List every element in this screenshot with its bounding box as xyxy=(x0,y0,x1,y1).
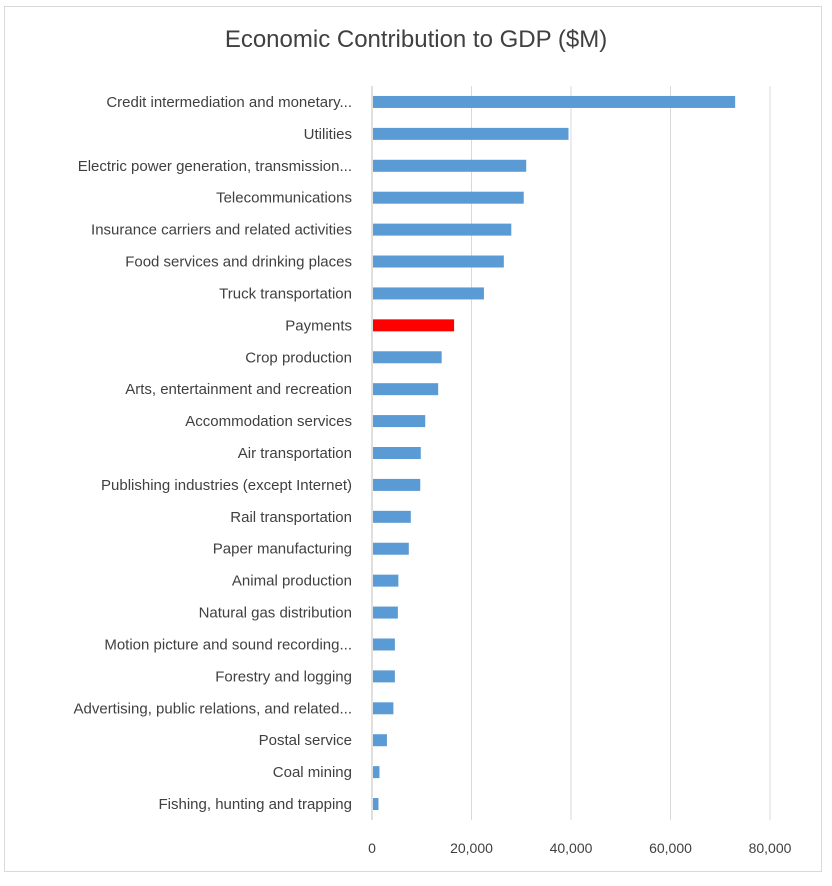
bar xyxy=(373,255,504,268)
x-tick-label: 20,000 xyxy=(450,840,493,856)
category-label: Credit intermediation and monetary... xyxy=(106,94,352,111)
bar xyxy=(373,510,411,523)
category-label: Accommodation services xyxy=(185,413,352,430)
bar xyxy=(373,127,569,140)
bar xyxy=(373,415,426,428)
category-label: Coal mining xyxy=(273,764,352,781)
bar xyxy=(373,191,524,204)
bar xyxy=(373,734,387,747)
category-label: Payments xyxy=(285,317,352,334)
category-label: Telecommunications xyxy=(216,190,352,207)
category-label: Forestry and logging xyxy=(215,668,352,685)
category-label: Natural gas distribution xyxy=(199,605,352,622)
category-label: Paper manufacturing xyxy=(213,541,352,558)
bar xyxy=(373,606,398,619)
bar xyxy=(373,638,395,651)
bar xyxy=(373,542,409,555)
x-tick-label: 60,000 xyxy=(649,840,692,856)
chart-frame xyxy=(4,6,822,872)
category-label: Truck transportation xyxy=(219,285,352,302)
bar xyxy=(373,447,421,459)
bar xyxy=(373,478,421,491)
category-label: Arts, entertainment and recreation xyxy=(125,381,352,398)
x-tick-label: 80,000 xyxy=(749,840,792,856)
category-label: Publishing industries (except Internet) xyxy=(101,477,352,494)
category-label: Postal service xyxy=(259,732,352,749)
bar xyxy=(373,351,442,364)
category-label: Electric power generation, transmission.… xyxy=(78,158,352,175)
x-tick-label: 0 xyxy=(368,840,376,856)
category-label: Advertising, public relations, and relat… xyxy=(74,700,353,717)
bar xyxy=(373,95,736,108)
category-label: Food services and drinking places xyxy=(125,254,352,271)
bar xyxy=(373,670,395,683)
bar xyxy=(373,798,379,811)
x-tick-label: 40,000 xyxy=(550,840,593,856)
category-label: Insurance carriers and related activitie… xyxy=(91,222,352,239)
category-label: Air transportation xyxy=(238,445,352,462)
bar-highlighted xyxy=(373,319,455,332)
category-label: Animal production xyxy=(232,573,352,590)
bar xyxy=(373,287,484,300)
bar xyxy=(373,574,399,587)
category-label: Crop production xyxy=(245,349,352,366)
category-label: Motion picture and sound recording... xyxy=(104,636,352,653)
bar xyxy=(373,766,380,779)
category-label: Fishing, hunting and trapping xyxy=(159,796,352,813)
category-label: Utilities xyxy=(304,126,352,143)
bar xyxy=(373,383,439,396)
bar xyxy=(373,159,527,172)
chart-title: Economic Contribution to GDP ($M) xyxy=(224,26,608,53)
bar xyxy=(373,223,512,236)
bar xyxy=(373,702,394,715)
category-label: Rail transportation xyxy=(230,509,352,526)
